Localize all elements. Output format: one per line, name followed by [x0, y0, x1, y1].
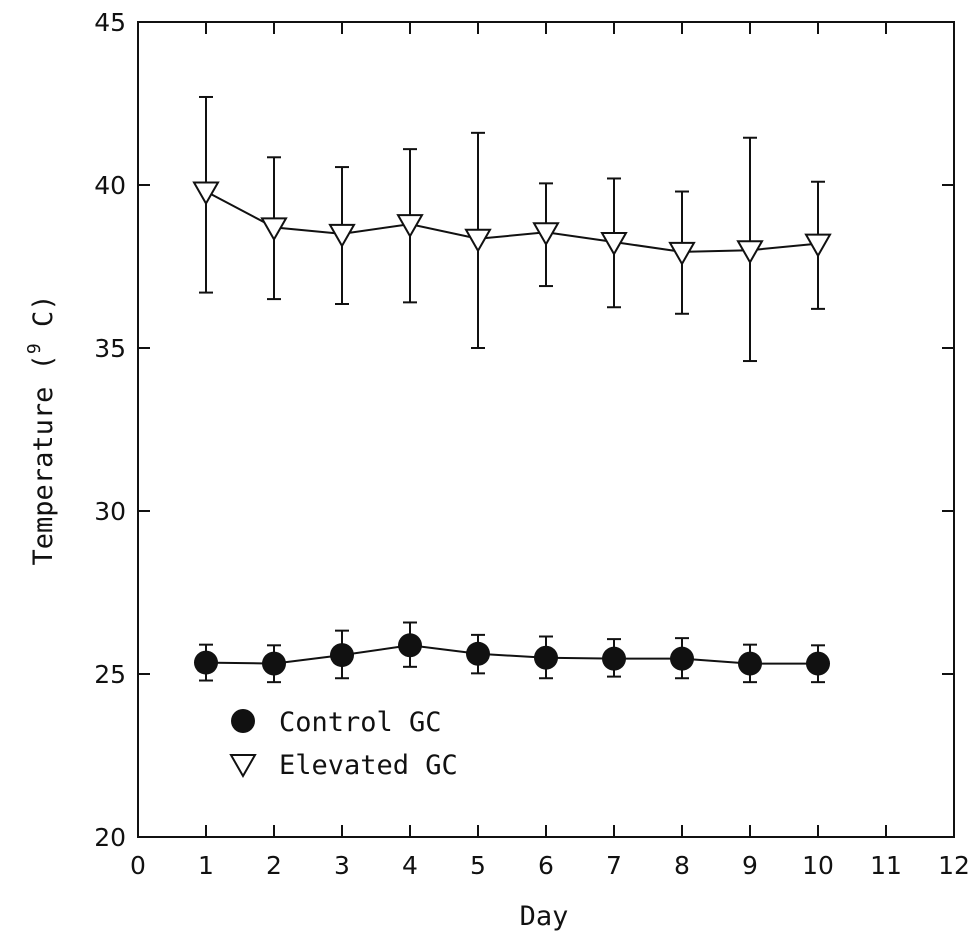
y-tick-label: 40 — [94, 171, 126, 200]
series-layer — [192, 95, 832, 684]
y-tick-label: 35 — [94, 334, 126, 363]
data-point-control-gc — [194, 650, 218, 675]
y-tick-label: 20 — [94, 823, 126, 852]
legend-label-control: Control GC — [279, 707, 442, 738]
data-point-elevated-gc — [260, 217, 288, 242]
data-point-control-gc — [806, 651, 830, 676]
x-tick-label: 6 — [538, 851, 554, 880]
data-point-control-gc — [466, 641, 490, 666]
x-tick-label: 5 — [470, 851, 486, 880]
data-point-elevated-gc — [804, 233, 832, 258]
x-tick-label: 7 — [606, 851, 622, 880]
plot-frame — [137, 21, 955, 838]
data-point-control-gc — [670, 646, 694, 671]
data-point-control-gc — [534, 645, 558, 670]
legend: Control GC Elevated GC — [229, 707, 458, 781]
data-point-elevated-gc — [328, 223, 356, 248]
x-tick-label: 2 — [266, 851, 282, 880]
y-axis-title-main: Temperature — [28, 387, 59, 566]
legend-label-elevated: Elevated GC — [279, 750, 458, 781]
y-axis-title-tail: C) — [28, 295, 59, 344]
x-tick-label: 9 — [742, 851, 758, 880]
data-point-control-gc — [262, 651, 286, 676]
y-tick-label: 45 — [94, 8, 126, 37]
x-tick-label: 10 — [802, 851, 834, 880]
x-tick-label: 11 — [870, 851, 902, 880]
data-point-elevated-gc — [668, 241, 696, 266]
data-point-control-gc — [738, 651, 762, 676]
axis-ticks — [137, 21, 955, 838]
x-tick-label: 8 — [674, 851, 690, 880]
x-tick-label: 1 — [198, 851, 214, 880]
data-point-elevated-gc — [736, 240, 764, 265]
data-point-elevated-gc — [532, 222, 560, 247]
data-point-control-gc — [398, 633, 422, 658]
series-line-control-gc — [205, 644, 818, 665]
y-axis-title: Temperature (9 C) — [24, 295, 59, 566]
y-axis-title-sup: 9 — [24, 343, 45, 354]
legend-marker-elevated — [229, 754, 257, 779]
data-point-control-gc — [602, 646, 626, 671]
data-point-elevated-gc — [600, 232, 628, 257]
data-point-elevated-gc — [396, 214, 424, 239]
x-tick-label: 12 — [938, 851, 970, 880]
x-axis-title: Day — [520, 901, 569, 932]
legend-marker-control — [231, 709, 255, 733]
data-point-elevated-gc — [464, 228, 492, 253]
x-tick-label: 3 — [334, 851, 350, 880]
x-tick-label: 0 — [130, 851, 146, 880]
data-point-elevated-gc — [192, 181, 220, 206]
x-tick-label: 4 — [402, 851, 418, 880]
series-line-elevated-gc — [205, 190, 819, 253]
y-tick-label: 30 — [94, 497, 126, 526]
data-point-control-gc — [330, 643, 354, 668]
y-tick-label: 25 — [94, 660, 126, 689]
y-axis-title-open: ( — [28, 354, 59, 387]
